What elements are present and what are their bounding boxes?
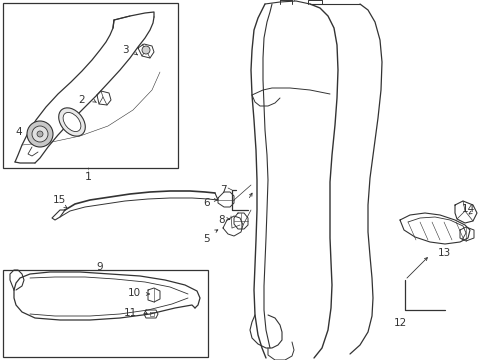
Text: 5: 5	[203, 234, 210, 244]
Circle shape	[27, 121, 53, 147]
Text: 13: 13	[437, 248, 450, 258]
Text: 11: 11	[124, 308, 137, 318]
Text: 8: 8	[218, 215, 224, 225]
Ellipse shape	[63, 112, 81, 131]
Bar	[3, 270, 207, 357]
Circle shape	[37, 131, 43, 137]
Text: 6: 6	[203, 198, 210, 208]
Text: 9: 9	[97, 262, 103, 272]
Bar	[3, 3, 178, 168]
Text: 12: 12	[392, 318, 406, 328]
Text: 10: 10	[128, 288, 141, 298]
Text: 14: 14	[461, 204, 474, 214]
Circle shape	[32, 126, 48, 142]
Text: 15: 15	[53, 195, 66, 205]
Text: 3: 3	[122, 45, 128, 55]
Text: 4: 4	[15, 127, 21, 137]
Ellipse shape	[59, 108, 85, 136]
Text: 2: 2	[78, 95, 84, 105]
Circle shape	[142, 46, 150, 54]
Text: 7: 7	[220, 185, 226, 195]
Text: 1: 1	[84, 172, 91, 182]
